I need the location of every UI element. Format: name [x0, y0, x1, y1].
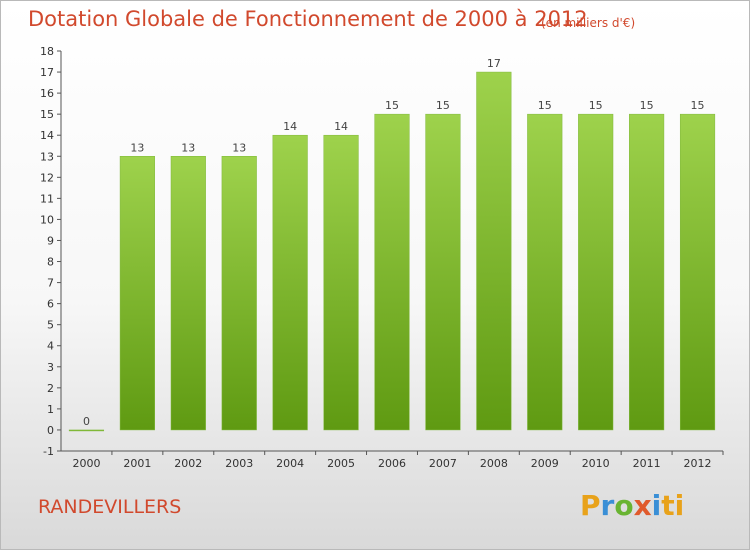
- y-tick-label: 11: [40, 192, 54, 205]
- data-label: 13: [130, 141, 144, 154]
- x-tick-label: 2003: [225, 457, 253, 470]
- y-tick-label: 8: [47, 256, 54, 269]
- bar: [170, 156, 206, 431]
- x-tick-label: 2002: [174, 457, 202, 470]
- data-label: 14: [334, 120, 348, 133]
- x-tick-label: 2008: [480, 457, 508, 470]
- data-label: 15: [691, 99, 705, 112]
- y-tick-label: 18: [40, 45, 54, 58]
- x-tick-label: 2009: [531, 457, 559, 470]
- bar: [629, 113, 665, 431]
- y-tick-label: 5: [47, 319, 54, 332]
- x-tick-label: 2007: [429, 457, 457, 470]
- data-label: 13: [181, 141, 195, 154]
- y-tick-label: 3: [47, 361, 54, 374]
- x-tick-label: 2004: [276, 457, 304, 470]
- chart-title: Dotation Globale de Fonctionnement de 20…: [28, 7, 588, 31]
- x-tick-label: 2001: [123, 457, 151, 470]
- logo-letter: ti: [661, 489, 685, 522]
- data-label: 15: [589, 99, 603, 112]
- bar: [476, 71, 512, 431]
- chart-unit-note: (en milliers d'€): [541, 16, 636, 30]
- bar: [221, 156, 257, 431]
- bar: [425, 113, 461, 431]
- y-tick-label: 12: [40, 171, 54, 184]
- x-tick-label: 2000: [72, 457, 100, 470]
- y-tick-label: 13: [40, 150, 54, 163]
- logo-letter: o: [614, 489, 634, 522]
- town-name: RANDEVILLERS: [38, 496, 182, 518]
- bar: [374, 113, 410, 431]
- data-label: 0: [83, 415, 90, 428]
- y-tick-label: 10: [40, 213, 54, 226]
- data-label: 14: [283, 120, 297, 133]
- bar: [68, 429, 105, 432]
- bar: [679, 113, 716, 431]
- bar: [119, 156, 155, 431]
- logo-letter: x: [633, 489, 652, 522]
- proxiti-logo[interactable]: Proxiti: [580, 489, 684, 522]
- x-tick-label: 2006: [378, 457, 406, 470]
- x-tick-label: 2011: [633, 457, 661, 470]
- y-tick-label: 6: [47, 298, 54, 311]
- chart-bars: [68, 71, 716, 432]
- y-tick-label: 7: [47, 277, 54, 290]
- x-tick-label: 2010: [582, 457, 610, 470]
- y-tick-label: 9: [47, 234, 54, 247]
- y-tick-label: 4: [47, 340, 54, 353]
- bar: [578, 113, 614, 431]
- data-label: 15: [538, 99, 552, 112]
- bar: [323, 134, 359, 431]
- y-tick-label: 17: [40, 66, 54, 79]
- logo-letter: i: [651, 489, 662, 522]
- y-tick-label: 1: [47, 403, 54, 416]
- y-tick-label: 14: [40, 129, 54, 142]
- chart-data-labels: 0 13 13 13 14 14 15 15 17 15 15 15 15: [83, 57, 705, 428]
- data-label: 13: [232, 141, 246, 154]
- y-tick-label: -1: [43, 445, 54, 458]
- logo-letter: r: [600, 489, 615, 522]
- x-tick-label: 2005: [327, 457, 355, 470]
- bar: [272, 134, 308, 431]
- y-tick-label: 16: [40, 87, 54, 100]
- data-label: 15: [385, 99, 399, 112]
- data-label: 15: [640, 99, 654, 112]
- y-tick-label: 0: [47, 424, 54, 437]
- y-tick-label: 2: [47, 382, 54, 395]
- data-label: 15: [436, 99, 450, 112]
- x-tick-label: 2012: [684, 457, 712, 470]
- logo-letter: P: [580, 489, 601, 522]
- y-tick-label: 15: [40, 108, 54, 121]
- data-label: 17: [487, 57, 501, 70]
- bar: [527, 113, 563, 431]
